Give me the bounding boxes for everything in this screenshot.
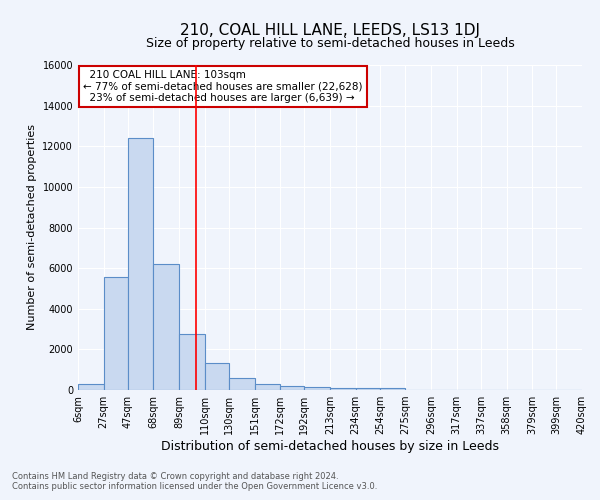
Text: Contains public sector information licensed under the Open Government Licence v3: Contains public sector information licen… (12, 482, 377, 491)
Y-axis label: Number of semi-detached properties: Number of semi-detached properties (27, 124, 37, 330)
Bar (304, 387, 330, 390)
Bar (179, 334, 205, 390)
Text: 210, COAL HILL LANE, LEEDS, LS13 1DJ: 210, COAL HILL LANE, LEEDS, LS13 1DJ (180, 22, 480, 38)
Bar (280, 386, 304, 390)
Bar (229, 378, 254, 390)
Bar (205, 362, 229, 390)
Bar (254, 384, 280, 390)
Bar (78, 384, 104, 390)
X-axis label: Distribution of semi-detached houses by size in Leeds: Distribution of semi-detached houses by … (161, 440, 499, 453)
Text: 210 COAL HILL LANE: 103sqm  
← 77% of semi-detached houses are smaller (22,628)
: 210 COAL HILL LANE: 103sqm ← 77% of semi… (83, 70, 362, 103)
Text: Size of property relative to semi-detached houses in Leeds: Size of property relative to semi-detach… (146, 38, 514, 51)
Bar (356, 388, 380, 390)
Bar (104, 278, 128, 390)
Bar (330, 388, 356, 390)
Bar (380, 388, 406, 390)
Bar (128, 138, 154, 390)
Text: Contains HM Land Registry data © Crown copyright and database right 2024.: Contains HM Land Registry data © Crown c… (12, 472, 338, 481)
Bar (154, 264, 179, 390)
